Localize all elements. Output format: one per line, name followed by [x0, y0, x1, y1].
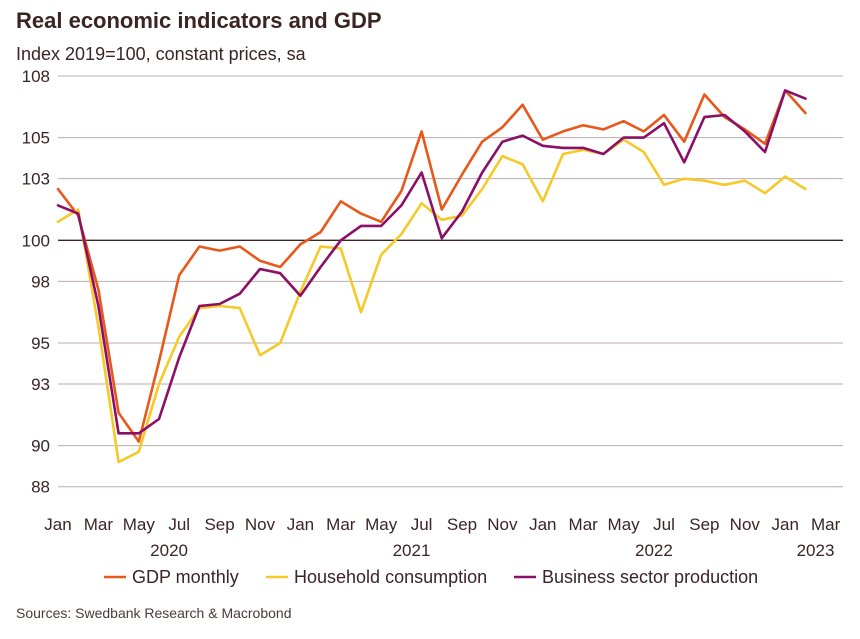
x-tick-label: Nov — [245, 515, 276, 534]
gridlines — [58, 75, 843, 488]
x-tick-label: Mar — [84, 515, 114, 534]
y-tick-label: 88 — [31, 478, 50, 497]
x-tick-label: Jul — [411, 515, 433, 534]
y-tick-label: 95 — [31, 334, 50, 353]
x-tick-label: Jan — [771, 515, 798, 534]
y-tick-label: 108 — [22, 67, 50, 86]
x-tick-label: Mar — [326, 515, 356, 534]
year-label: 2023 — [797, 541, 835, 560]
x-tick-label: Jan — [44, 515, 71, 534]
y-tick-label: 90 — [31, 437, 50, 456]
year-labels: 2020 2021 2022 2023 — [150, 541, 834, 560]
x-tick-label: Jan — [529, 515, 556, 534]
year-label: 2021 — [393, 541, 431, 560]
y-tick-label: 100 — [22, 231, 50, 250]
y-tick-label: 105 — [22, 129, 50, 148]
x-tick-label: Sep — [689, 515, 719, 534]
chart-title: Real economic indicators and GDP — [16, 8, 382, 33]
x-tick-label: May — [123, 515, 156, 534]
series-line-2 — [56, 89, 807, 435]
x-tick-label: Sep — [204, 515, 234, 534]
legend: GDP monthly Household consumption Business… — [104, 567, 758, 587]
legend-label: GDP monthly — [132, 567, 239, 587]
y-tick-label: 103 — [22, 170, 50, 189]
year-label: 2020 — [150, 541, 188, 560]
x-tick-label: Jan — [287, 515, 314, 534]
y-axis-ticks: 88 90 93 95 98 100 103 105 108 — [22, 67, 50, 497]
x-tick-label: Nov — [487, 515, 518, 534]
x-axis-ticks: Jan Mar May Jul Sep Nov Jan Mar May Jul Sep Nov Jan M… — [44, 515, 840, 534]
legend-label: Household consumption — [294, 567, 487, 587]
x-tick-label: Mar — [569, 515, 599, 534]
x-tick-label: May — [365, 515, 398, 534]
x-tick-label: Nov — [730, 515, 761, 534]
x-tick-label: Jul — [653, 515, 675, 534]
x-tick-label: Sep — [447, 515, 477, 534]
series-line-1 — [56, 138, 807, 464]
year-label: 2022 — [635, 541, 673, 560]
y-tick-label: 93 — [31, 375, 50, 394]
source-note: Sources: Swedbank Research & Macrobond — [16, 605, 292, 621]
series-line-0 — [56, 89, 807, 443]
y-tick-label: 98 — [31, 272, 50, 291]
legend-label: Business sector production — [542, 567, 758, 587]
x-tick-label: May — [608, 515, 641, 534]
series-lines — [56, 89, 807, 464]
x-tick-label: Jul — [168, 515, 190, 534]
x-tick-label: Mar — [811, 515, 841, 534]
chart-subtitle: Index 2019=100, constant prices, sa — [16, 44, 306, 64]
